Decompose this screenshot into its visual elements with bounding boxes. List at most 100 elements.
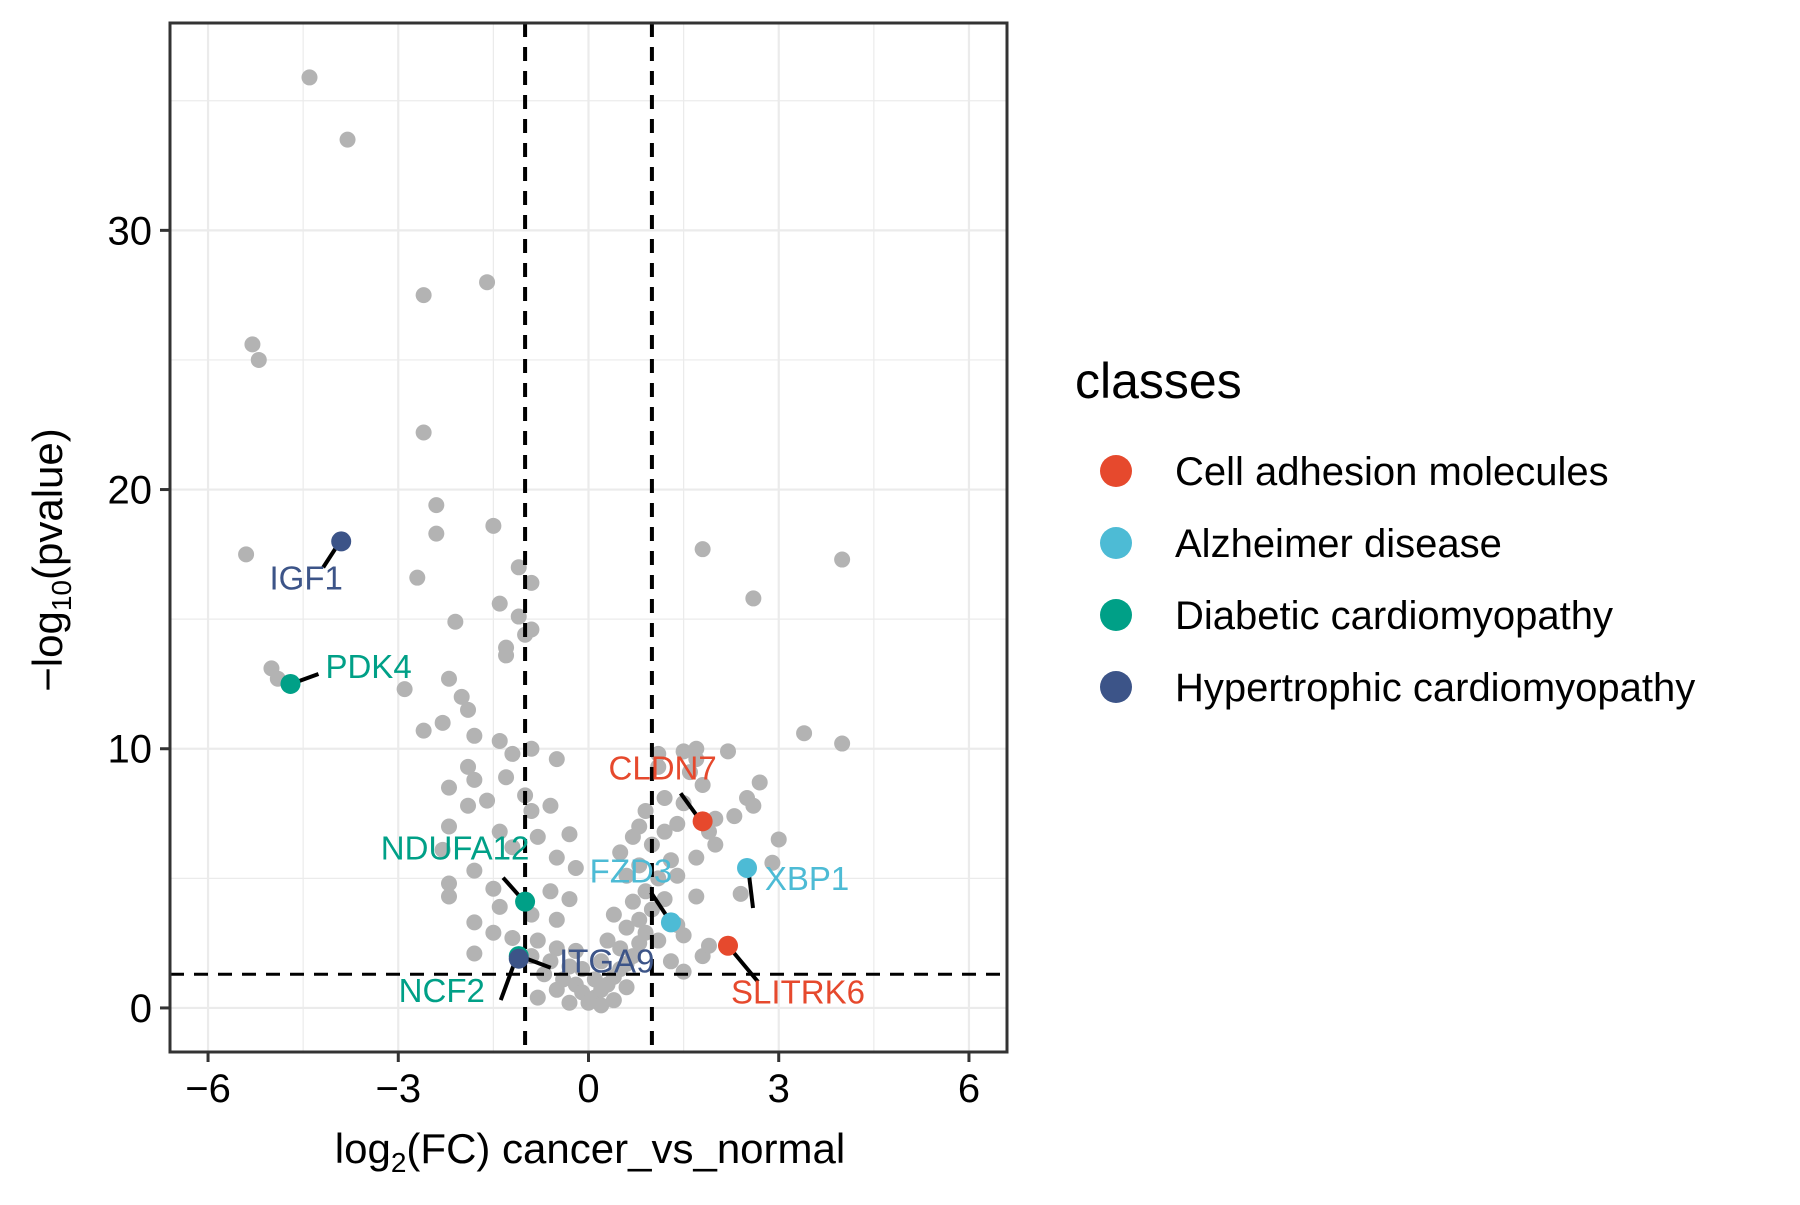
point-label: CLDN7 <box>609 749 717 786</box>
data-point <box>548 940 565 957</box>
axes: −6 −3 0 3 6 0 10 20 30 <box>108 209 981 1111</box>
threshold-lines <box>170 23 1007 1052</box>
data-point <box>466 771 483 788</box>
data-point <box>434 841 451 858</box>
data-point <box>415 424 432 441</box>
data-point <box>529 828 546 845</box>
data-point <box>529 989 546 1006</box>
data-point <box>681 764 698 781</box>
data-point <box>428 525 445 542</box>
x-tick-label: 0 <box>577 1067 599 1111</box>
highlighted-point <box>280 673 301 694</box>
data-point <box>415 287 432 304</box>
data-point <box>726 808 743 825</box>
data-point <box>637 924 654 941</box>
data-point <box>631 857 648 874</box>
data-point <box>656 823 673 840</box>
y-tick-label: 0 <box>130 987 152 1031</box>
legend: classes Cell adhesion molecules Alzheimer… <box>1075 353 1695 710</box>
data-point <box>523 740 540 757</box>
data-point <box>523 802 540 819</box>
highlighted-point <box>331 531 352 552</box>
data-point <box>624 948 641 965</box>
data-point <box>466 862 483 879</box>
data-point <box>244 336 261 353</box>
data-point <box>548 849 565 866</box>
data-point <box>561 891 578 908</box>
data-point <box>656 789 673 806</box>
data-point <box>561 958 578 975</box>
data-point <box>504 929 521 946</box>
data-point <box>593 997 610 1014</box>
legend-swatch <box>1100 455 1132 487</box>
data-point <box>498 647 515 664</box>
data-point <box>637 883 654 900</box>
data-point <box>567 942 584 959</box>
x-axis-title: log2(FC) cancer_vs_normal <box>335 1125 845 1178</box>
x-axis-title-prefix: log <box>335 1125 391 1172</box>
highlighted-point <box>508 948 529 969</box>
legend-title: classes <box>1075 353 1242 409</box>
data-point <box>548 751 565 768</box>
data-point <box>447 613 464 630</box>
data-point <box>460 701 477 718</box>
y-tick-label: 10 <box>108 728 153 772</box>
highlighted-point <box>718 935 738 956</box>
data-point <box>491 732 508 749</box>
data-point <box>510 559 527 576</box>
data-point <box>491 595 508 612</box>
x-axis-title-suffix: (FC) cancer_vs_normal <box>406 1125 845 1172</box>
data-point <box>631 911 648 928</box>
label-connectors <box>295 546 760 1001</box>
y-axis-title-prefix: −log <box>24 611 71 692</box>
data-point <box>542 883 559 900</box>
y-axis-title-suffix: (pvalue) <box>24 428 71 580</box>
data-point <box>675 927 692 944</box>
data-point <box>637 802 654 819</box>
data-point <box>650 745 667 762</box>
data-point <box>453 688 470 705</box>
data-point <box>688 740 705 757</box>
data-point <box>675 963 692 980</box>
data-point <box>694 777 711 794</box>
data-point <box>656 891 673 908</box>
data-point <box>631 818 648 835</box>
data-point <box>643 901 660 918</box>
data-point <box>548 911 565 928</box>
background-points <box>238 69 851 1014</box>
label-connector <box>295 672 320 684</box>
x-tick-label: 6 <box>958 1067 980 1111</box>
data-point <box>770 831 787 848</box>
legend-label: Alzheimer disease <box>1175 522 1502 566</box>
label-connector <box>526 956 552 970</box>
data-point <box>491 823 508 840</box>
data-point <box>485 880 502 897</box>
x-tick-label: −3 <box>375 1067 421 1111</box>
grid-layer <box>170 23 1007 1052</box>
y-tick-label: 30 <box>108 209 153 253</box>
data-point <box>751 774 768 791</box>
data-point <box>605 992 622 1009</box>
data-point <box>441 818 457 835</box>
data-point <box>339 131 356 148</box>
data-point <box>409 569 426 586</box>
label-connector <box>747 874 756 909</box>
data-point <box>650 758 667 775</box>
legend-swatch <box>1100 599 1132 631</box>
data-point <box>441 888 457 905</box>
highlighted-point <box>515 891 536 912</box>
data-point <box>485 517 502 534</box>
point-label: SLITRK6 <box>731 974 865 1011</box>
data-point <box>688 849 705 866</box>
data-point <box>441 779 457 796</box>
data-point <box>504 839 521 856</box>
data-point <box>561 826 578 843</box>
x-tick-label: 3 <box>768 1067 790 1111</box>
data-point <box>662 953 679 970</box>
legend-label: Diabetic cardiomyopathy <box>1175 594 1613 638</box>
data-point <box>618 867 635 884</box>
data-point <box>612 844 629 861</box>
data-point <box>612 940 629 957</box>
